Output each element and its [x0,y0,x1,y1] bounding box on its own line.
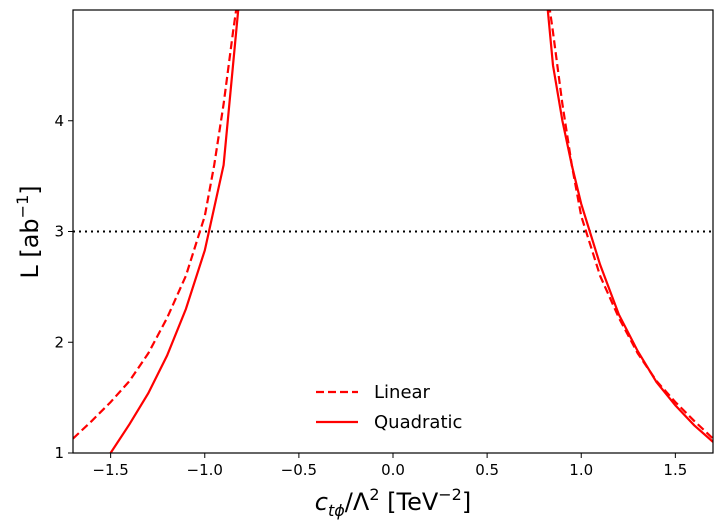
x-tick-label: −1.5 [92,461,128,479]
series-line-linear-right [548,10,713,440]
x-tick-label: 1.5 [663,461,687,479]
legend: Linear Quadratic [316,382,462,433]
y-tick-label: 2 [54,333,64,351]
x-axis-label: ctϕ/Λ2 [TeV−2] [315,485,471,520]
plot-area [73,10,713,453]
legend-label-linear: Linear [374,382,431,403]
axis-ticks: −1.5 −1.0 −0.5 0.0 0.5 1.0 1.5 1 2 3 4 [54,112,687,479]
series-line-linear-left [73,10,238,440]
y-tick-label: 1 [54,444,64,462]
y-tick-label: 3 [54,223,64,241]
series-line-quadratic-right [546,10,713,443]
x-tick-label: 0.0 [381,461,405,479]
x-tick-label: 1.0 [569,461,593,479]
series-line-quadratic-left [109,10,240,453]
legend-label-quadratic: Quadratic [374,412,462,433]
x-tick-label: 0.5 [475,461,499,479]
x-tick-label: −0.5 [281,461,317,479]
y-axis-label: L [ab−1] [13,185,44,278]
y-tick-label: 4 [54,112,64,130]
x-tick-label: −1.0 [187,461,223,479]
